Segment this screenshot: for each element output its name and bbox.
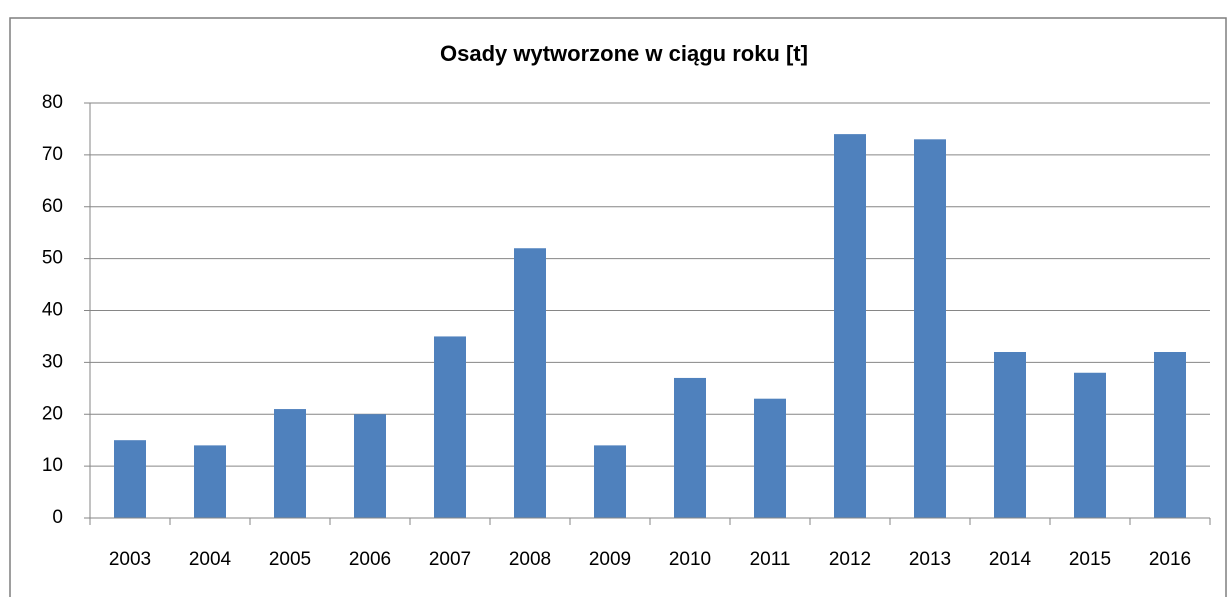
bar [754,398,786,518]
bar [594,445,626,518]
bar [994,352,1026,518]
x-tick-label: 2008 [509,549,551,570]
bar [834,134,866,518]
y-tick-label: 40 [42,300,63,321]
x-tick-label: 2012 [829,549,871,570]
y-tick-label: 30 [42,351,63,372]
y-tick-label: 50 [42,248,63,269]
bar [354,414,386,518]
x-tick-label: 2016 [1149,549,1191,570]
bar [434,336,466,518]
x-tick-label: 2015 [1069,549,1111,570]
bar [194,445,226,518]
bar [114,440,146,518]
x-tick-label: 2003 [109,549,151,570]
x-tick-label: 2006 [349,549,391,570]
bar [914,139,946,518]
y-tick-label: 20 [42,403,63,424]
x-tick-label: 2014 [989,549,1032,570]
y-tick-label: 70 [42,144,63,165]
y-tick-label: 0 [52,507,63,528]
bar [274,409,306,518]
y-tick-label: 10 [42,455,63,476]
x-tick-label: 2013 [909,549,951,570]
x-tick-label: 2007 [429,549,471,570]
x-tick-label: 2010 [669,549,711,570]
bar [1074,372,1106,518]
chart-title: Osady wytworzone w ciągu roku [t] [440,41,808,66]
x-tick-label: 2009 [589,549,631,570]
x-tick-label: 2011 [750,549,791,570]
bar [1154,352,1186,518]
bar [674,377,706,518]
y-tick-label: 60 [42,196,63,217]
bar [514,248,546,518]
x-tick-label: 2004 [189,549,232,570]
x-tick-label: 2005 [269,549,311,570]
y-tick-label: 80 [42,92,63,113]
